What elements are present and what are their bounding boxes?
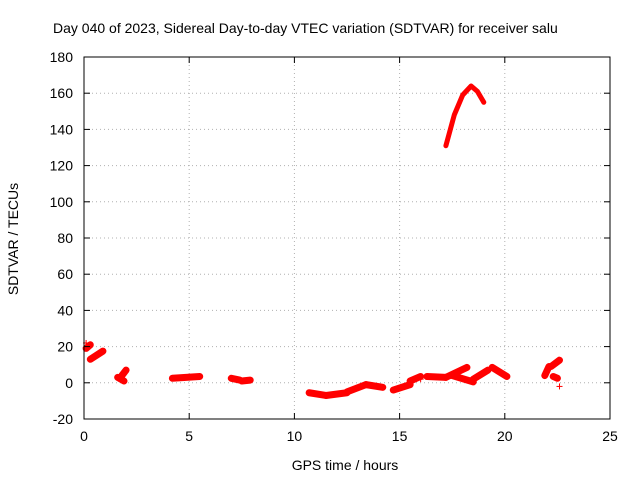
data-arc	[443, 83, 487, 149]
data-segment	[389, 381, 414, 394]
plot-frame	[83, 56, 611, 420]
data-layer	[82, 83, 564, 399]
data-segment	[469, 366, 492, 383]
y-tick-label: 100	[50, 194, 74, 210]
x-tick-label: 15	[392, 428, 408, 444]
x-axis-label: GPS time / hours	[292, 457, 399, 473]
data-segment	[238, 376, 254, 385]
data-segment	[362, 381, 387, 391]
x-tick-label: 25	[602, 428, 618, 444]
y-tick-label: 180	[50, 49, 74, 65]
data-segment	[168, 372, 204, 382]
data-segment	[227, 374, 244, 384]
y-tick-label: 160	[50, 85, 74, 101]
y-tick-label: -20	[53, 411, 73, 427]
y-tick-label: 140	[50, 121, 74, 137]
data-segment	[406, 372, 425, 385]
data-segment	[322, 389, 351, 399]
data-point	[491, 365, 498, 372]
data-segment	[114, 373, 128, 385]
data-segment	[86, 347, 107, 363]
grid-layer	[84, 57, 610, 419]
chart-title: Day 040 of 2023, Sidereal Day-to-day VTE…	[53, 20, 558, 36]
y-tick-label: 80	[57, 230, 73, 246]
y-tick-label: 120	[50, 158, 74, 174]
data-segment	[448, 372, 477, 386]
x-tick-label: 0	[80, 428, 88, 444]
tick-layer: 0 5 10 15 20 25 -20 0 20 40 60 80 100 120 140 160 180	[50, 49, 618, 444]
x-tick-label: 10	[287, 428, 303, 444]
data-segment	[547, 356, 564, 371]
data-point	[556, 383, 563, 390]
y-tick-label: 0	[65, 375, 73, 391]
data-segment	[549, 372, 561, 382]
y-tick-label: 60	[57, 266, 73, 282]
y-tick-label: 40	[57, 302, 73, 318]
x-tick-label: 20	[497, 428, 513, 444]
y-axis-label: SDTVAR / TECUs	[5, 183, 21, 295]
y-tick-label: 20	[57, 339, 73, 355]
x-tick-label: 5	[185, 428, 193, 444]
data-segment	[118, 366, 130, 380]
data-point	[417, 376, 424, 383]
